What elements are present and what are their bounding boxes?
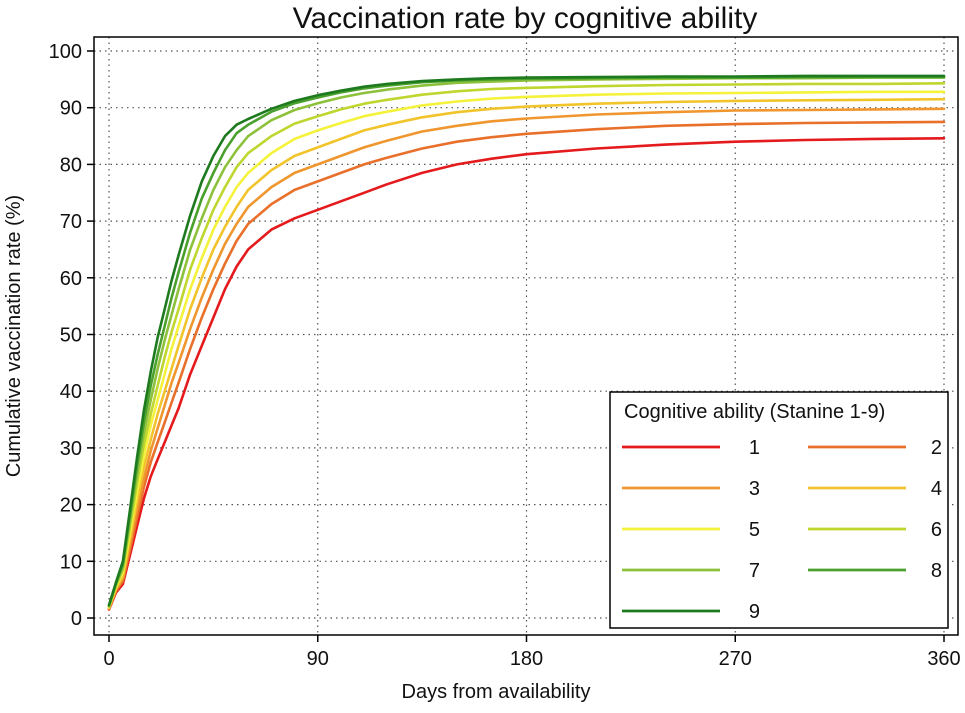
x-tick-label: 90: [307, 648, 329, 670]
legend-items: 1 2 3 4 5 6 7 8 9: [622, 437, 942, 623]
chart-title: Vaccination rate by cognitive ability: [293, 2, 758, 35]
y-tick-label: 30: [60, 438, 82, 460]
legend-label-4: 4: [931, 478, 942, 500]
series-line-7: [107, 76, 946, 608]
series-line-4: [107, 97, 946, 610]
series-group: [107, 74, 946, 611]
series-line-3: [107, 107, 946, 610]
series-line-6: [107, 82, 946, 608]
legend-box: [609, 391, 949, 629]
x-axis-title: Days from availability: [402, 681, 591, 703]
series-line-9: [107, 74, 946, 607]
legend-label-9: 9: [749, 601, 760, 623]
legend-label-8: 8: [931, 560, 942, 582]
axis-ticks: 0 10 20 30 40 50 60 70 80 90 100 0 90 180 270 360: [49, 41, 961, 670]
x-tick-label: 180: [510, 648, 543, 670]
legend-label-3: 3: [749, 478, 760, 500]
series-line-5: [107, 90, 946, 609]
y-axis-title: Cumulative vaccination rate (%): [3, 195, 25, 477]
y-tick-label: 60: [60, 268, 82, 290]
legend-title: Cognitive ability (Stanine 1-9): [624, 401, 885, 423]
y-tick-label: 40: [60, 381, 82, 403]
x-tick-label: 0: [103, 648, 114, 670]
legend: Cognitive ability (Stanine 1-9) 1 2 3 4 5 6 7 8…: [609, 391, 949, 629]
y-tick-label: 70: [60, 211, 82, 233]
y-tick-label: 0: [71, 608, 82, 630]
series-line-1: [107, 137, 946, 611]
legend-label-2: 2: [931, 437, 942, 459]
legend-label-1: 1: [749, 437, 760, 459]
legend-label-6: 6: [931, 519, 942, 541]
y-tick-label: 100: [49, 41, 82, 63]
x-tick-label: 270: [719, 648, 752, 670]
series-line-2: [107, 120, 946, 611]
y-tick-label: 80: [60, 154, 82, 176]
y-tick-label: 90: [60, 98, 82, 120]
y-tick-label: 50: [60, 325, 82, 347]
y-tick-label: 10: [60, 551, 82, 573]
y-tick-label: 20: [60, 495, 82, 517]
x-tick-label: 360: [927, 648, 960, 670]
legend-label-7: 7: [749, 560, 760, 582]
legend-label-5: 5: [749, 519, 760, 541]
